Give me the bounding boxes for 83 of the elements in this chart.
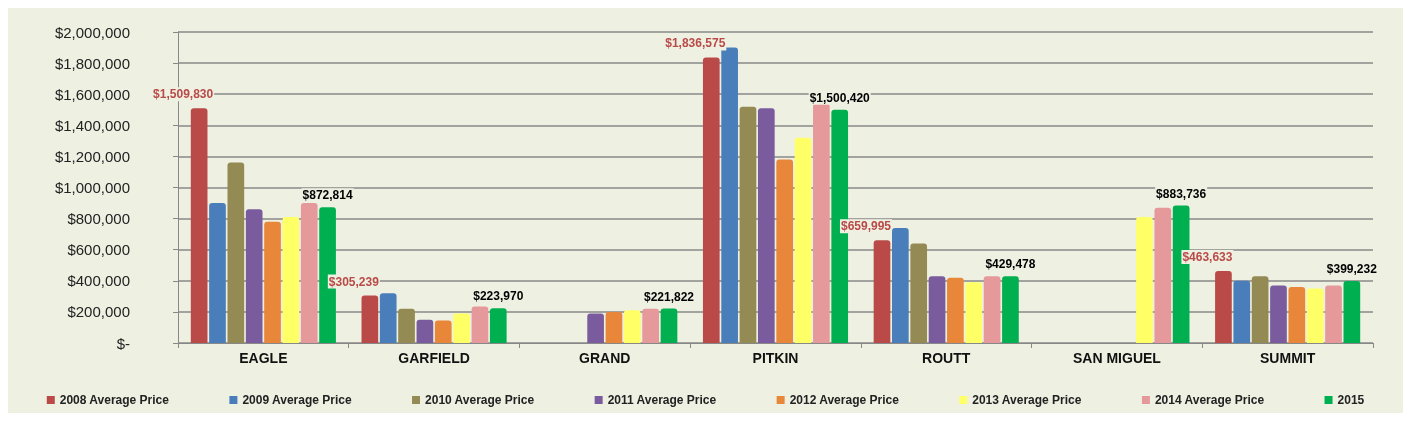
bar bbox=[471, 306, 489, 343]
legend-label: 2011 Average Price bbox=[607, 393, 717, 407]
bar bbox=[300, 203, 318, 343]
data-label: $221,822 bbox=[643, 289, 695, 304]
bar bbox=[794, 137, 812, 343]
y-tick-label: $1,800,000 bbox=[54, 54, 130, 72]
bar bbox=[928, 276, 946, 343]
y-tick-label: $1,000,000 bbox=[54, 179, 130, 196]
data-label: $1,500,420 bbox=[809, 90, 871, 105]
y-tick-label: $400,000 bbox=[67, 272, 130, 290]
bar bbox=[1325, 285, 1342, 343]
legend-label: 2015 bbox=[1337, 393, 1365, 407]
y-tick-label: $1,200,000 bbox=[54, 147, 130, 165]
bar bbox=[209, 203, 226, 343]
legend-label: 2008 Average Price bbox=[59, 393, 170, 407]
bar bbox=[757, 108, 775, 343]
data-label: $659,995 bbox=[840, 219, 892, 234]
y-tick-label: $1,400,000 bbox=[54, 116, 130, 134]
bar bbox=[873, 240, 891, 343]
data-label: $305,239 bbox=[328, 274, 380, 289]
legend-label: 2013 Average Price bbox=[972, 393, 1082, 407]
bar bbox=[1270, 285, 1287, 343]
y-tick-label: $600,000 bbox=[67, 241, 130, 259]
bar bbox=[739, 106, 757, 343]
bar bbox=[361, 295, 379, 343]
data-label: $872,814 bbox=[302, 188, 353, 203]
bar bbox=[1233, 280, 1251, 343]
data-label: $463,633 bbox=[1182, 249, 1233, 264]
x-tick-label: EAGLE bbox=[239, 350, 288, 366]
bar bbox=[227, 162, 245, 343]
data-label: $883,736 bbox=[1156, 186, 1207, 201]
y-tick-label: $800,000 bbox=[67, 210, 130, 228]
bar bbox=[892, 227, 909, 343]
x-tick-label: SUMMIT bbox=[1260, 350, 1316, 366]
bar bbox=[264, 221, 281, 343]
x-tick-label: GRAND bbox=[579, 350, 631, 366]
y-tick-label: $- bbox=[116, 334, 130, 352]
bar bbox=[379, 293, 397, 343]
bar bbox=[416, 319, 434, 343]
x-tick-label: PITKIN bbox=[752, 350, 799, 366]
bar bbox=[434, 320, 452, 343]
bar bbox=[1215, 270, 1232, 343]
bar bbox=[947, 277, 964, 343]
bar bbox=[190, 108, 208, 343]
data-label: $429,478 bbox=[985, 257, 1036, 272]
bar bbox=[489, 308, 507, 343]
bar bbox=[282, 217, 300, 343]
bar bbox=[605, 311, 623, 343]
legend-label: 2014 Average Price bbox=[1154, 393, 1265, 407]
bar bbox=[587, 313, 604, 343]
bar bbox=[983, 276, 1001, 343]
bar bbox=[721, 47, 738, 343]
bar bbox=[660, 308, 678, 343]
bar bbox=[813, 103, 830, 343]
legend-label: 2009 Average Price bbox=[242, 393, 352, 407]
bar bbox=[910, 243, 928, 343]
bar bbox=[1288, 287, 1306, 343]
data-label: $1,509,830 bbox=[153, 87, 214, 102]
bar bbox=[398, 308, 415, 343]
x-tick-label: ROUTT bbox=[922, 350, 971, 366]
x-tick-label: SAN MIGUEL bbox=[1072, 350, 1162, 366]
bar bbox=[453, 313, 470, 343]
bar bbox=[965, 282, 983, 343]
bar bbox=[702, 57, 720, 343]
bar bbox=[245, 209, 263, 343]
bar bbox=[1251, 276, 1269, 343]
y-tick-label: $1,600,000 bbox=[54, 85, 130, 103]
y-tick-label: $200,000 bbox=[67, 303, 130, 321]
bar bbox=[1136, 217, 1153, 343]
bar bbox=[1002, 276, 1019, 343]
bar bbox=[1306, 288, 1324, 343]
legend-label: 2010 Average Price bbox=[425, 393, 535, 407]
bar bbox=[623, 310, 641, 343]
bar bbox=[1154, 207, 1172, 343]
data-label: $1,836,575 bbox=[665, 36, 726, 51]
y-tick-label: $2,000,000 bbox=[54, 23, 130, 41]
data-label: $399,232 bbox=[1326, 261, 1378, 276]
bar bbox=[1343, 280, 1361, 343]
legend-label: 2012 Average Price bbox=[789, 393, 900, 407]
bar bbox=[642, 308, 659, 343]
bar bbox=[776, 159, 794, 343]
x-tick-label: GARFIELD bbox=[398, 350, 470, 366]
data-label: $223,970 bbox=[473, 289, 524, 304]
